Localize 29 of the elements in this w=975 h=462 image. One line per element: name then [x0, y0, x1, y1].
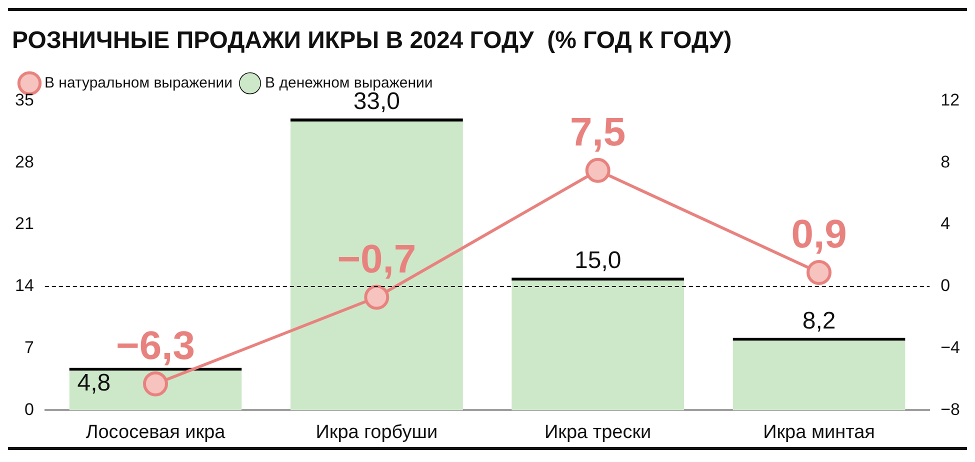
point	[585, 158, 610, 183]
data-label: 8,2	[802, 307, 836, 334]
chart-title: РОЗНИЧНЫЕ ПРОДАЖИ ИКРЫ В 2024 ГОДУ (% ГОД К ГОДУ)	[12, 27, 732, 54]
x-tick-label: Лососевая икра	[86, 422, 226, 443]
y2-tick-label: 0	[940, 276, 950, 296]
y-tick-label: 14	[14, 276, 34, 296]
data-label: −6,3	[116, 324, 195, 368]
point	[364, 284, 390, 310]
y2-tick-label: 12	[940, 90, 960, 110]
point	[806, 260, 832, 286]
y-tick-label: 28	[14, 152, 34, 172]
y2-tick-label: 8	[940, 152, 950, 172]
x-tick-label: Икра трески	[544, 422, 652, 443]
data-label: 0,9	[791, 212, 847, 257]
point	[143, 371, 168, 396]
data-label: 7,5	[570, 110, 626, 154]
legend-label: В натуральном выражении	[44, 74, 233, 92]
y-tick-label: 35	[14, 90, 34, 110]
data-label: 4,8	[77, 369, 111, 396]
y-tick-label: 7	[24, 338, 34, 358]
y2-tick-label: 4	[940, 214, 950, 234]
y-tick-label: 21	[14, 214, 34, 234]
y-tick-label: 0	[24, 400, 34, 419]
data-label: 15,0	[574, 247, 622, 274]
data-label: −0,7	[337, 237, 416, 282]
y2-tick-label: −4	[940, 338, 960, 358]
y2-tick-label: −8	[940, 400, 960, 419]
x-tick-label: Икра минтая	[763, 422, 875, 443]
x-tick-label: Икра горбуши	[316, 422, 438, 443]
